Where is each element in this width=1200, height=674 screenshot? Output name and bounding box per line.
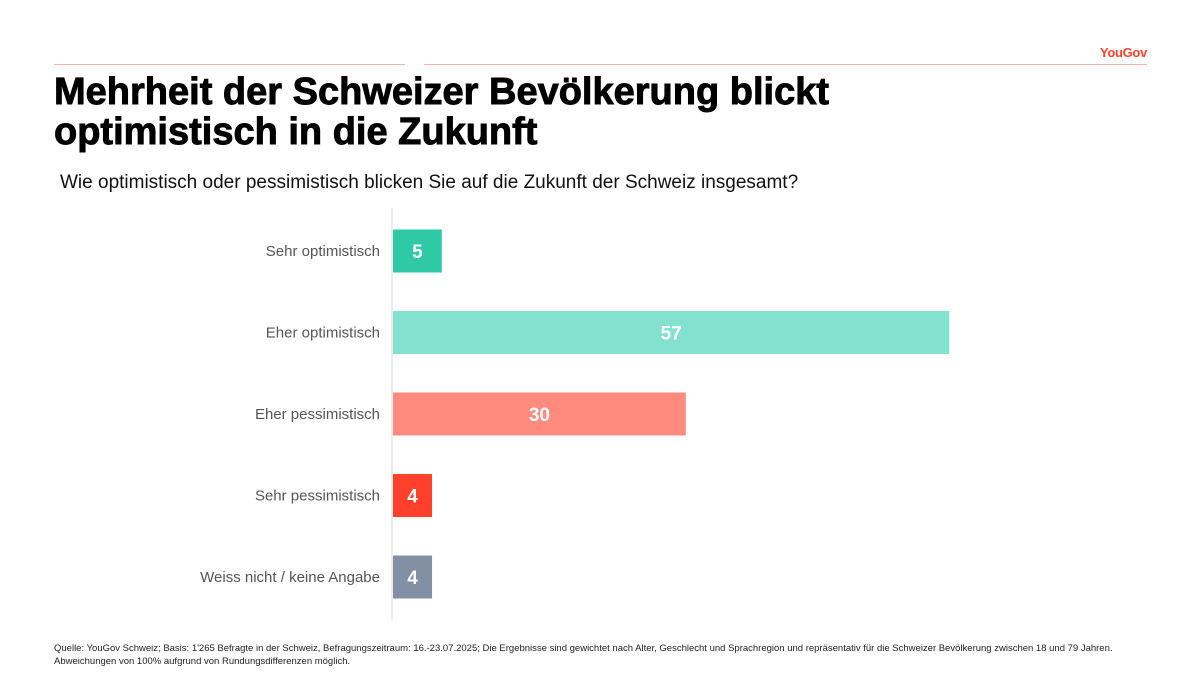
bar-chart: Sehr optimistisch 5 Eher optimistisch 57 Ehe… <box>200 208 950 620</box>
category-label: Weiss nicht / keine Angabe <box>200 569 380 586</box>
bar <box>393 229 442 273</box>
title-line-1: Mehrheit der Schweizer Bevölkerung blick… <box>54 71 830 113</box>
category-label: Sehr optimistisch <box>266 243 380 260</box>
source-footnote: Quelle: YouGov Schweiz; Basis: 1'265 Bef… <box>54 643 1113 667</box>
bar-value-label: 30 <box>529 405 550 426</box>
survey-question: Wie optimistisch oder pessimistisch blic… <box>60 172 799 193</box>
title-line-2: optimistisch in die Zukunft <box>54 111 538 153</box>
bar <box>393 392 686 436</box>
category-label: Eher optimistisch <box>266 325 380 342</box>
bar-value-label: 4 <box>407 487 418 508</box>
category-label: Sehr pessimistisch <box>255 488 380 505</box>
page-title: Mehrheit der Schweizer Bevölkerung blick… <box>54 71 1094 153</box>
bar <box>393 555 433 599</box>
header-rule-right <box>424 64 1147 65</box>
bar <box>393 474 433 517</box>
category-label: Eher pessimistisch <box>255 406 380 423</box>
bar <box>393 311 950 354</box>
header-rule-left <box>54 64 405 65</box>
bar-value-label: 57 <box>661 324 682 345</box>
yougov-logo: YouGov <box>1099 45 1147 60</box>
bar-value-label: 5 <box>412 242 423 263</box>
bar-value-label: 4 <box>407 568 418 589</box>
